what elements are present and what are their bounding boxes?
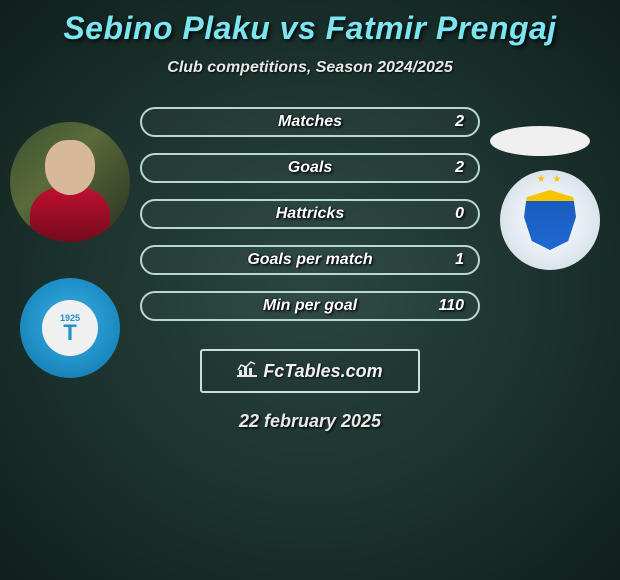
stat-label: Goals per match bbox=[247, 251, 372, 269]
stat-bar-hattricks: Hattricks 0 bbox=[140, 199, 480, 229]
club-badge-left: 1925 T bbox=[20, 278, 120, 378]
stat-bar-matches: Matches 2 bbox=[140, 107, 480, 137]
stat-label: Matches bbox=[278, 113, 342, 131]
stat-bar-goals: Goals 2 bbox=[140, 153, 480, 183]
stat-bars: Matches 2 Goals 2 Hattricks 0 Goals per … bbox=[140, 107, 480, 321]
stat-label: Goals bbox=[288, 159, 332, 177]
stat-value: 110 bbox=[438, 297, 464, 315]
stat-value: 0 bbox=[455, 205, 464, 223]
stat-label: Min per goal bbox=[263, 297, 357, 315]
player-right-avatar bbox=[490, 126, 590, 156]
page-title: Sebino Plaku vs Fatmir Prengaj bbox=[0, 0, 620, 47]
stat-label: Hattricks bbox=[276, 205, 344, 223]
date-label: 22 february 2025 bbox=[0, 411, 620, 432]
stat-value: 2 bbox=[455, 113, 464, 131]
badge-right-stars: ★ ★ bbox=[500, 174, 600, 185]
badge-left-letter: T bbox=[63, 323, 76, 343]
player-left-avatar bbox=[10, 122, 130, 242]
stat-value: 1 bbox=[455, 251, 464, 269]
chart-icon bbox=[237, 361, 257, 382]
badge-right-shield bbox=[524, 190, 576, 250]
stat-bar-min-per-goal: Min per goal 110 bbox=[140, 291, 480, 321]
fctables-watermark: FcTables.com bbox=[200, 349, 420, 393]
stat-bar-goals-per-match: Goals per match 1 bbox=[140, 245, 480, 275]
stat-value: 2 bbox=[455, 159, 464, 177]
subtitle: Club competitions, Season 2024/2025 bbox=[0, 59, 620, 77]
fctables-label: FcTables.com bbox=[263, 361, 382, 382]
club-badge-right: ★ ★ bbox=[500, 170, 600, 270]
